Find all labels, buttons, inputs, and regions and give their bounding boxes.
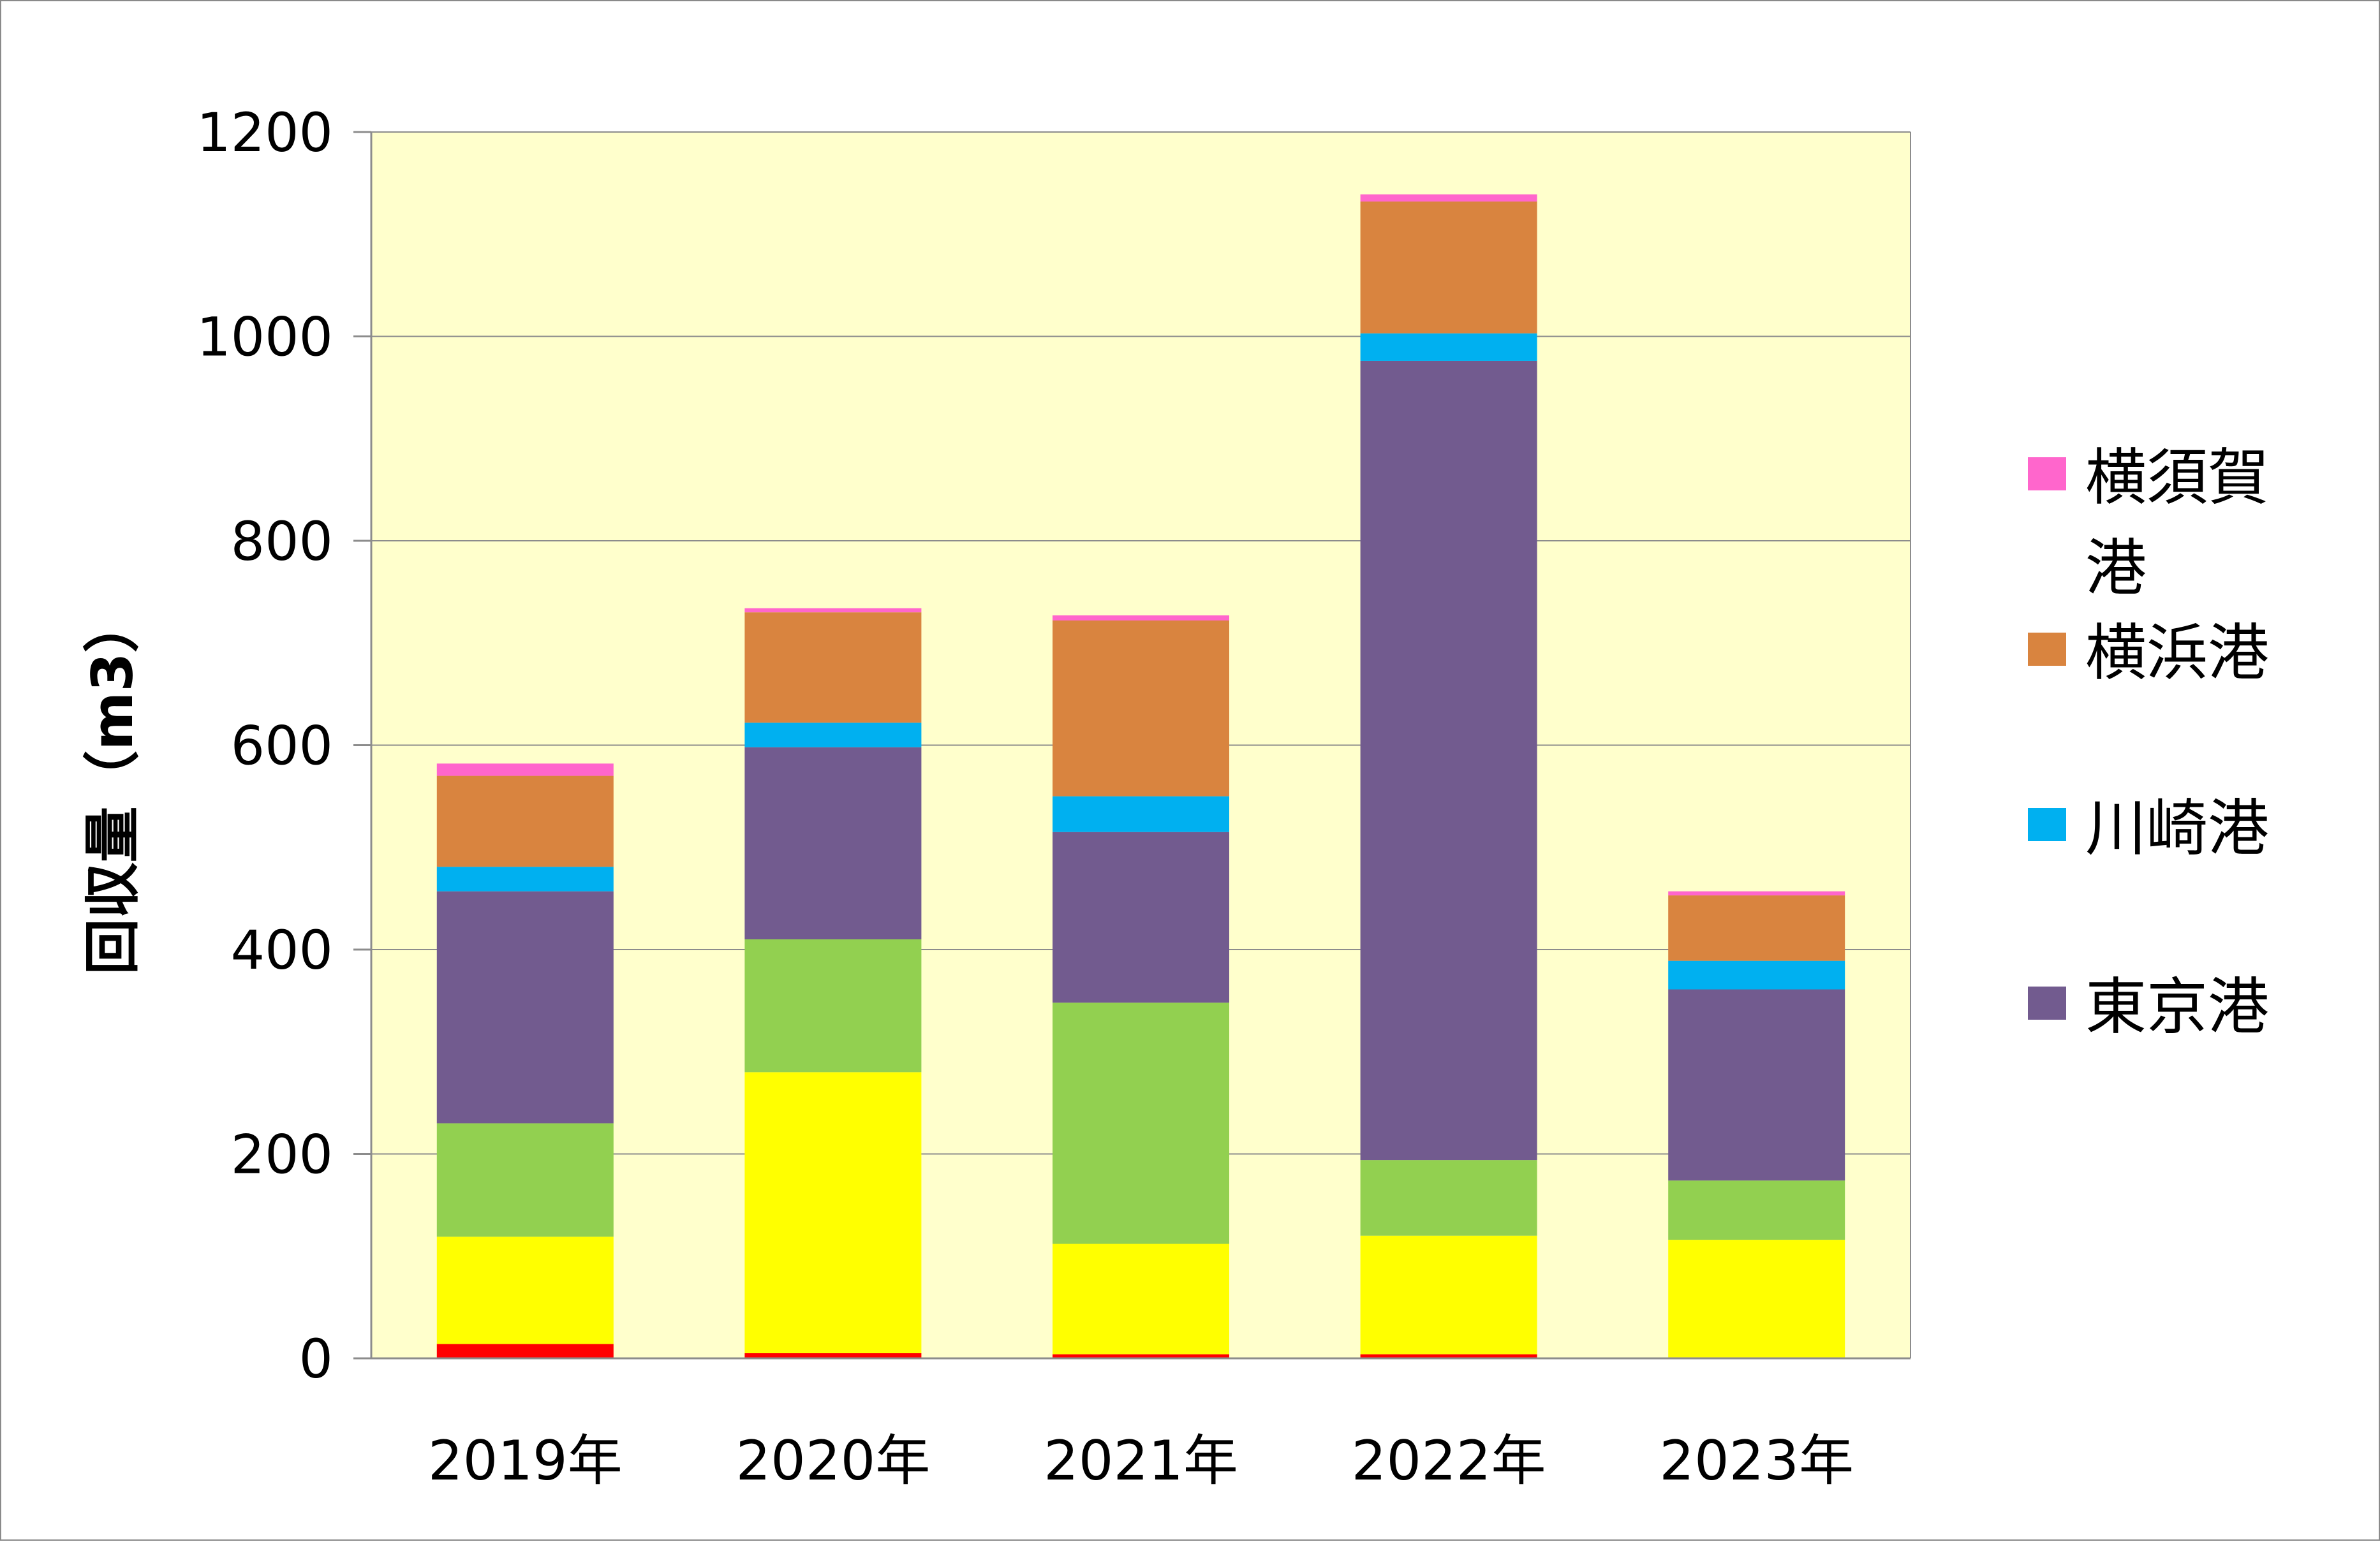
- bar-segment: [1668, 1180, 1845, 1240]
- legend-swatch: [2028, 457, 2066, 490]
- bar-segment: [1360, 201, 1537, 334]
- bars: [436, 194, 1845, 1358]
- y-tick-label: 400: [231, 919, 333, 981]
- bar-segment: [1053, 832, 1229, 1003]
- bar-segment: [1360, 333, 1537, 361]
- y-tick-label: 1000: [196, 306, 333, 369]
- x-tick-label: 2022年: [1352, 1429, 1546, 1493]
- x-tick-label: 2023年: [1659, 1429, 1854, 1493]
- bar-segment: [744, 723, 922, 747]
- legend-swatch: [2028, 808, 2066, 841]
- bar-segment: [1053, 620, 1229, 797]
- bar-segment: [1053, 1002, 1229, 1244]
- bar-segment: [744, 1353, 922, 1358]
- bar-segment: [744, 747, 922, 939]
- bar-segment: [1360, 1235, 1537, 1355]
- bar-segment: [436, 763, 614, 776]
- bar-segment: [744, 939, 922, 1073]
- x-tick-labels: 2019年 2020年 2021年 2022年 2023年: [428, 1429, 1854, 1493]
- legend-label: 川崎港: [2085, 793, 2269, 864]
- bar-segment: [436, 891, 614, 1124]
- bar-segment: [1360, 1354, 1537, 1358]
- legend-label: 横浜港: [2085, 617, 2269, 689]
- bar-segment: [1053, 796, 1229, 832]
- x-tick-label: 2019年: [428, 1429, 623, 1493]
- legend-swatch: [2028, 987, 2066, 1020]
- x-tick-label: 2021年: [1044, 1429, 1238, 1493]
- bar-segment: [744, 612, 922, 723]
- axes: [353, 131, 1911, 1360]
- y-tick-label: 600: [231, 715, 333, 777]
- bar-segment: [436, 1123, 614, 1237]
- bar-segment: [1053, 1244, 1229, 1355]
- y-tick-label: 800: [231, 510, 333, 573]
- y-tick-label: 0: [299, 1328, 333, 1390]
- bar-segment: [1360, 360, 1537, 1161]
- bar-segment: [744, 608, 922, 613]
- bar-segment: [1668, 989, 1845, 1181]
- bar-segment: [1360, 194, 1537, 202]
- bar-segment: [1053, 1354, 1229, 1358]
- bar-segment: [436, 1237, 614, 1344]
- legend-label: 東京港: [2085, 971, 2269, 1043]
- y-axis-label: 回収量（m3）: [80, 597, 145, 975]
- bar-segment: [1668, 891, 1845, 896]
- x-tick-label: 2020年: [735, 1429, 930, 1493]
- bar-segment: [436, 775, 614, 867]
- legend-swatch: [2028, 633, 2066, 666]
- bar-segment: [436, 867, 614, 892]
- bar-segment: [744, 1072, 922, 1353]
- y-tick-label: 200: [231, 1124, 333, 1186]
- bar-segment: [1668, 960, 1845, 990]
- bar-segment: [1360, 1160, 1537, 1236]
- legend-label: 横須賀港: [2085, 442, 2269, 604]
- y-tick-label: 1200: [196, 101, 333, 164]
- bar-segment: [1668, 1240, 1845, 1358]
- bar-segment: [1668, 895, 1845, 961]
- bar-segment: [1053, 615, 1229, 620]
- y-tick-labels: 0 200 400 600 800 1000 1200: [196, 101, 333, 1390]
- bar-segment: [436, 1344, 614, 1358]
